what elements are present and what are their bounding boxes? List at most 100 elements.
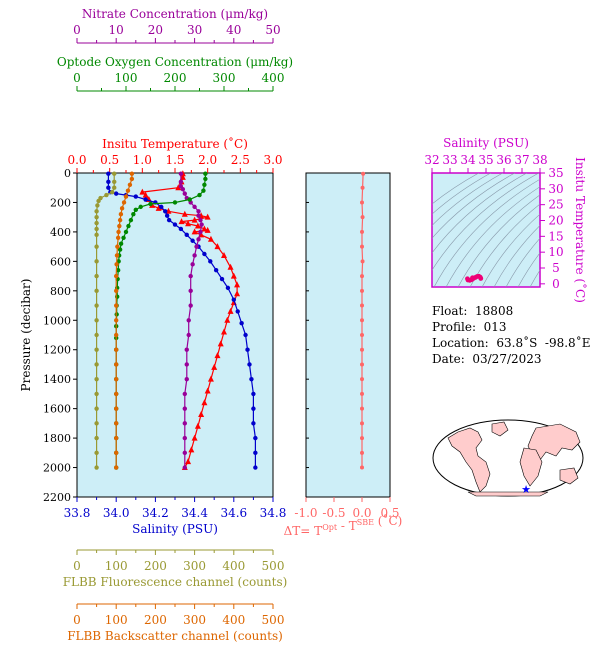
pressure-tick-label: 1000: [43, 314, 71, 327]
fluorescence-tick-label: 500: [262, 559, 285, 573]
oxygen-point: [203, 176, 208, 182]
oxygen-point: [138, 204, 143, 210]
backscatter-point: [114, 253, 120, 258]
nitrate-point: [192, 253, 197, 258]
ts-temperature-tick-label: 30: [548, 182, 563, 196]
salinity-tick-label: 34.6: [220, 506, 247, 520]
isopycnal-line: [432, 173, 504, 226]
backscatter-point: [119, 206, 125, 211]
pressure-tick-label: 200: [50, 196, 71, 209]
delta-t-tick-label: -1.0: [294, 506, 317, 520]
salinity-point: [184, 232, 189, 238]
fluorescence-point: [94, 465, 99, 470]
backscatter-point: [116, 229, 121, 235]
oxygen-tick-label: 400: [262, 71, 285, 85]
salinity-point: [114, 191, 119, 196]
fluorescence-point: [94, 259, 99, 264]
nitrate-tick-label: 10: [109, 23, 124, 37]
pressure-tick-label: 1200: [43, 344, 71, 357]
salinity-point: [219, 276, 225, 282]
backscatter-tick-label: 100: [105, 613, 128, 627]
date: Date: 03/27/2023: [432, 352, 542, 366]
fluorescence-point: [112, 171, 117, 176]
nitrate-point: [186, 332, 191, 338]
isopycnal-line: [432, 173, 528, 254]
nitrate-point: [184, 376, 189, 382]
float-location-marker: ★: [521, 483, 531, 496]
pressure-tick-label: 1600: [43, 403, 71, 416]
ts-salinity-axis-label: Salinity (PSU): [443, 136, 529, 150]
backscatter-point: [117, 223, 122, 229]
backscatter-point: [114, 318, 119, 323]
fluorescence-point: [94, 214, 99, 220]
oxygen-point: [123, 229, 129, 235]
profile-number: Profile: 013: [432, 320, 507, 334]
temperature-tick-label: 0.0: [67, 153, 86, 167]
nitrate-tick-label: 50: [265, 23, 280, 37]
delta-t-label-superscript: SBE: [357, 518, 374, 527]
nitrate-tick-label: 0: [73, 23, 81, 37]
ts-temperature-tick-label: 0: [552, 277, 560, 291]
salinity-point: [249, 376, 254, 382]
location: Location: 63.8˚S -98.8˚E: [432, 336, 591, 350]
fluorescence-point: [94, 244, 99, 249]
temperature-point: [204, 387, 211, 394]
fluorescence-tick-label: 100: [105, 559, 128, 573]
backscatter-point: [123, 194, 129, 199]
ts-temperature-tick-label: 25: [548, 198, 563, 212]
nitrate-tick-label: 30: [187, 23, 202, 37]
pressure-tick-label: 800: [50, 285, 71, 298]
temperature-point: [224, 316, 231, 323]
pressure-tick-label: 400: [50, 226, 71, 239]
temperature-point: [175, 184, 182, 191]
oxygen-point: [121, 235, 126, 240]
temperature-point: [191, 228, 198, 235]
profile-chart: 0200400600800100012001400160018002000220…: [19, 7, 293, 643]
nitrate-point: [192, 204, 197, 210]
nitrate-point: [198, 229, 203, 235]
plot-area: [76, 172, 274, 498]
oxygen-tick-label: 200: [164, 71, 187, 85]
fluorescence-point: [94, 421, 99, 426]
salinity-axis-label: Salinity (PSU): [132, 522, 218, 536]
salinity-point: [253, 465, 258, 470]
temperature-point: [194, 422, 201, 429]
oxygen-point: [201, 188, 206, 193]
salinity-point: [178, 226, 184, 232]
delta-t-point: [361, 171, 366, 176]
isopycnal-line: [481, 213, 540, 287]
backscatter-point: [114, 332, 119, 338]
ts-isopycnals: [432, 173, 540, 287]
delta-t-point: [360, 391, 364, 396]
temperature-point: [155, 204, 162, 211]
fluorescence-point: [94, 273, 99, 279]
salinity-point: [166, 217, 172, 223]
temperature-tick-label: 1.0: [133, 153, 152, 167]
backscatter-point: [117, 217, 123, 223]
nitrate-point: [188, 303, 193, 308]
fluorescence-point: [94, 406, 99, 411]
backscatter-point: [129, 171, 135, 176]
pressure-tick-label: 600: [50, 255, 71, 268]
delta-t-tick-label: 0.0: [352, 506, 371, 520]
fluorescence-point: [94, 318, 99, 323]
fluorescence-axis-label: FLBB Fluorescence channel (counts): [63, 575, 288, 589]
isopycnal-line: [432, 173, 480, 205]
fluorescence-point: [112, 179, 117, 185]
nitrate-point: [198, 217, 203, 223]
temperature-point: [194, 222, 201, 229]
isopycnal-line: [432, 173, 516, 239]
salinity-tick-label: 34.8: [260, 506, 287, 520]
nitrate-point: [180, 187, 186, 192]
temperature-tick-label: 1.5: [165, 153, 184, 167]
delta-t-point: [360, 185, 365, 190]
delta-t-plot-area: [305, 172, 391, 498]
temperature-point: [217, 340, 224, 347]
nitrate-point: [182, 435, 187, 441]
pressure-tick-label: 1800: [43, 432, 71, 445]
fluorescence-point: [94, 232, 99, 238]
salinity-point: [164, 213, 170, 218]
salinity-point: [235, 309, 240, 314]
salinity-point: [106, 171, 111, 176]
salinity-point: [163, 209, 168, 214]
